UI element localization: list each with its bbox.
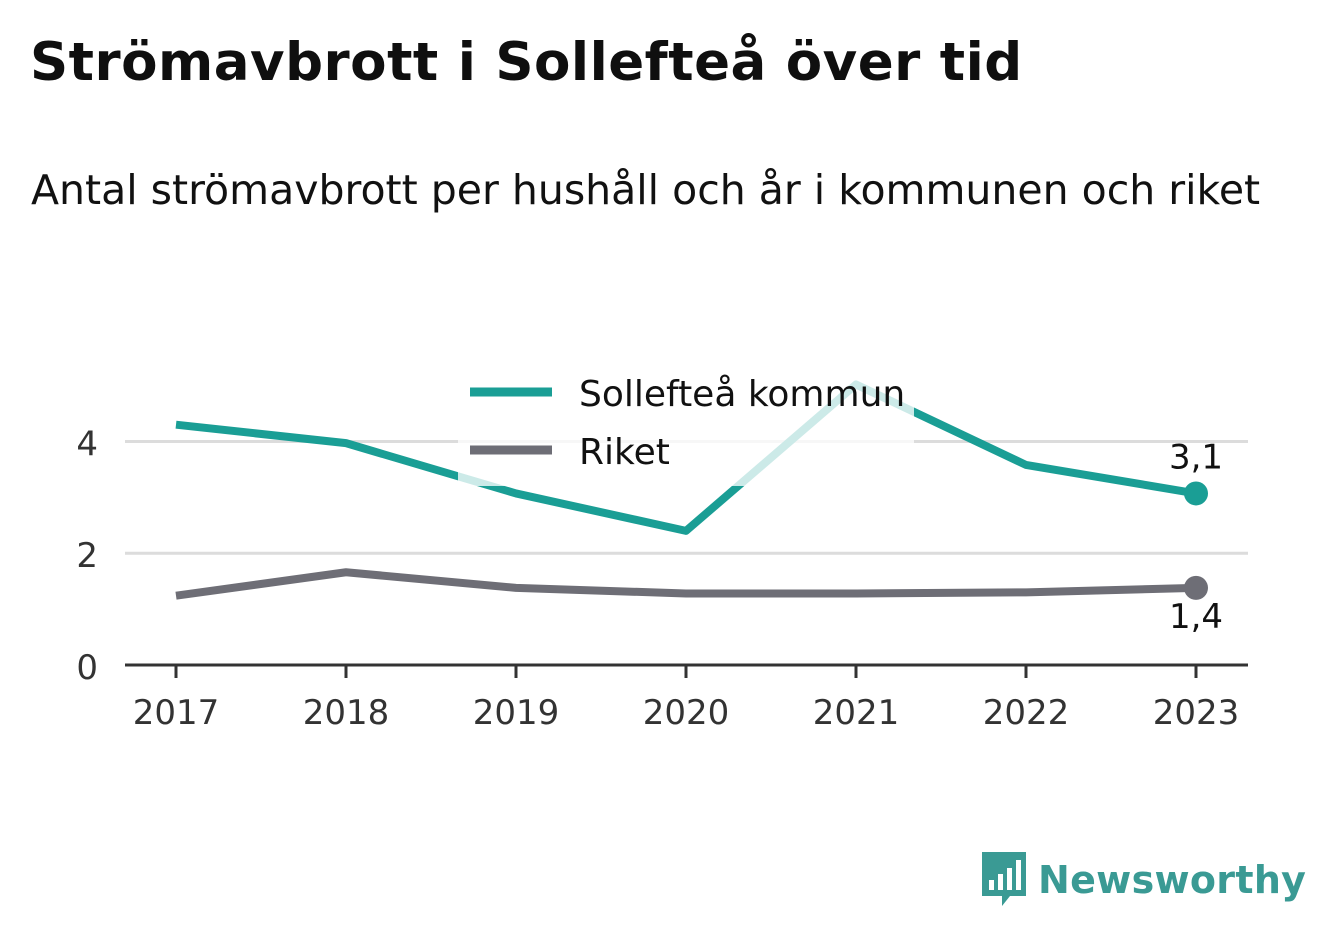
x-tick-label: 2020 (643, 693, 730, 733)
data-labels: 3,1 1,4 (1169, 437, 1223, 636)
x-tick-label: 2022 (983, 693, 1070, 733)
x-tick-label: 2017 (133, 693, 220, 733)
end-value-label: 3,1 (1169, 437, 1223, 477)
series-line (175, 380, 1197, 535)
legend-label: Sollefteå kommun (579, 374, 905, 415)
newsworthy-logo[interactable]: Newsworthy (980, 850, 1306, 910)
legend-background (458, 366, 914, 486)
x-tick-label: 2018 (303, 693, 390, 733)
axes: 0 2 4 2017 2018 2019 2020 2021 2022 2023 (76, 424, 1248, 733)
end-value-label: 1,4 (1169, 597, 1223, 637)
x-tick-label: 2021 (813, 693, 900, 733)
x-tick-label: 2023 (1153, 693, 1240, 733)
brand-name: Newsworthy (1038, 858, 1307, 902)
newsworthy-bar-chart-icon (982, 852, 1026, 906)
series-endpoint (1184, 575, 1208, 600)
series-line (175, 568, 1197, 600)
chart-subtitle: Antal strömavbrott per hushåll och år i … (31, 166, 1261, 214)
legend: Sollefteå kommun Riket (458, 366, 914, 486)
y-tick-label: 4 (76, 424, 98, 464)
series-overlays (1184, 481, 1208, 600)
series-lines (175, 380, 1197, 600)
legend-label: Riket (579, 432, 670, 473)
chart-title: Strömavbrott i Sollefteå över tid (30, 32, 1023, 93)
y-tick-label: 2 (76, 536, 98, 576)
series-endpoint (1184, 481, 1208, 506)
y-tick-label: 0 (76, 648, 98, 688)
x-tick-label: 2019 (473, 693, 560, 733)
